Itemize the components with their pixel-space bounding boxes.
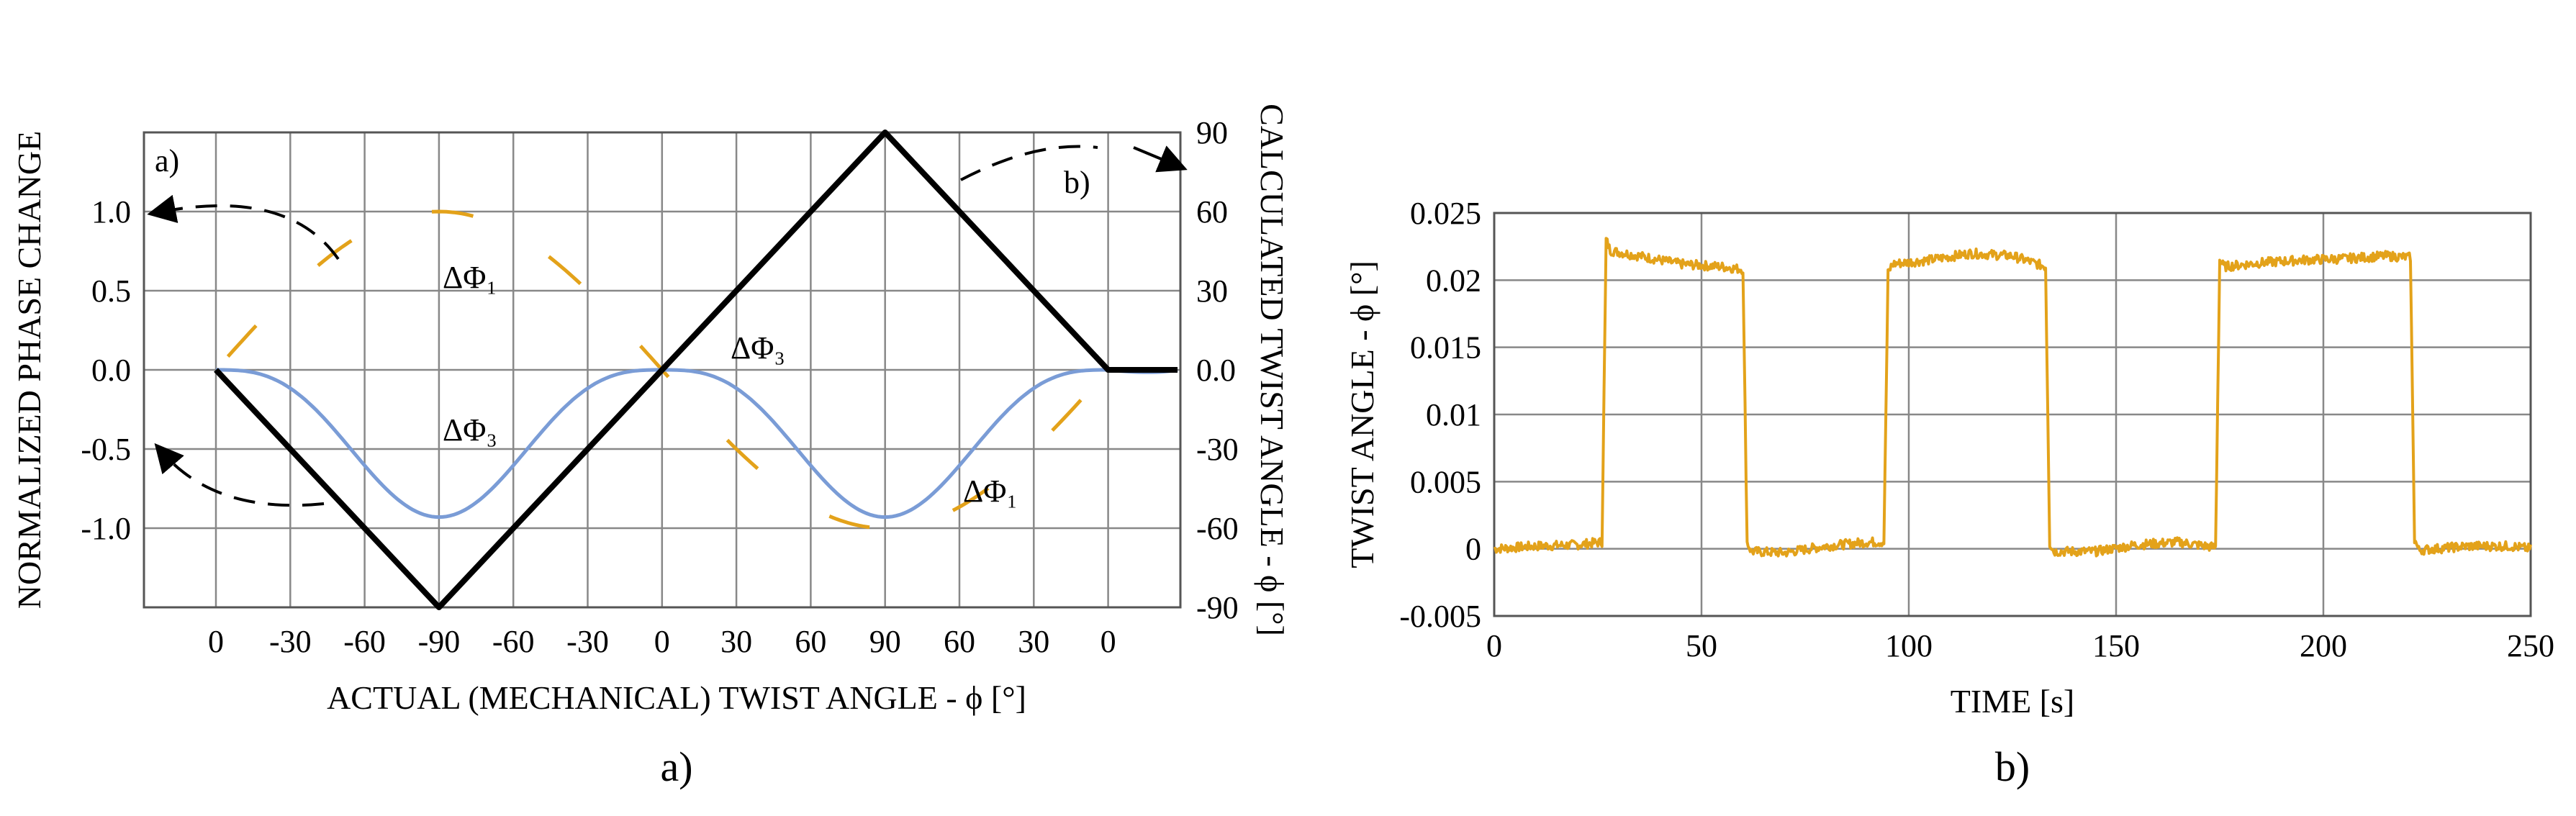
panel-b-x-tick-label: 100 xyxy=(1885,628,1933,663)
panel-a-x-tick-label: -60 xyxy=(492,624,535,659)
panel-a-x-tick-label: -30 xyxy=(566,624,609,659)
panel-b-x-tick-label: 200 xyxy=(2300,628,2347,663)
panel-a-x-axis-title: ACTUAL (MECHANICAL) TWIST ANGLE - ϕ [°] xyxy=(327,679,1026,716)
panel-a-right-tick-label: 90 xyxy=(1196,115,1228,150)
panel-a-frame xyxy=(143,131,1182,609)
panel-b-y-tick-label: 0.02 xyxy=(1426,263,1481,298)
panel-b-x-tick-label: 50 xyxy=(1686,628,1717,663)
panel-b-frame xyxy=(1493,212,2532,617)
arrow-bottom-left-dashed xyxy=(154,443,325,507)
panel-a-label: a) xyxy=(660,743,692,790)
panel-a-right-tick-label: 30 xyxy=(1196,273,1228,309)
arrow-top-left-dashed xyxy=(147,194,340,260)
panel-a-x-tick-label: -30 xyxy=(269,624,312,659)
panel-b-y-tick-label: 0.025 xyxy=(1410,196,1481,231)
panel-b-grid xyxy=(1493,212,2532,617)
panel-b-chart: 0 50 100 150 200 2500.0250.020.0150.010.0050-… xyxy=(1344,196,2554,790)
series-twist-angle-line xyxy=(1493,237,2532,558)
panel-a-x-tick-label: 30 xyxy=(720,624,752,659)
panel-b-y-tick-label: 0.005 xyxy=(1410,464,1481,499)
panel-a-x-tick-label: 60 xyxy=(944,624,975,659)
panel-a-right-tick-label: -90 xyxy=(1196,590,1239,625)
panel-a-left-tick-label: 0.0 xyxy=(91,353,131,388)
panel-a-right-tick-label: -30 xyxy=(1196,432,1239,467)
panel-a-x-tick-label: -90 xyxy=(418,624,461,659)
panel-b-tick-labels: 0 50 100 150 200 2500.0250.020.0150.010.0050-… xyxy=(1399,196,2554,663)
annotation-delta-phi1-right: ΔΦ₁ xyxy=(963,473,1018,509)
panel-a-left-tick-label: -0.5 xyxy=(81,432,131,467)
panel-a-inner-label-b: b) xyxy=(1064,165,1090,200)
panel-a-left-tick-label: -1.0 xyxy=(81,511,131,546)
panel-b-y-tick-label: 0.015 xyxy=(1410,330,1481,366)
panel-a-right-axis-title: CALCULATED TWIST ANGLE - ϕ [°] xyxy=(1254,104,1291,636)
panel-b-x-axis-title: TIME [s] xyxy=(1951,683,2074,720)
series-calculated-twist-angle-line xyxy=(214,130,1178,610)
panel-b-x-tick-label: 0 xyxy=(1486,628,1502,663)
panel-a-x-tick-label: -60 xyxy=(343,624,386,659)
panel-b-series xyxy=(1493,237,2532,558)
panel-a-left-tick-label: 1.0 xyxy=(91,194,131,230)
panel-a-series xyxy=(214,130,1178,610)
panel-a-x-tick-label: 30 xyxy=(1018,624,1049,659)
series-delta-phi3-line xyxy=(216,368,1178,520)
panel-a-x-tick-label: 0 xyxy=(654,624,670,659)
panel-b-y-tick-label: 0.01 xyxy=(1426,397,1481,432)
arrow-top-right-dashed xyxy=(960,145,1098,181)
panel-a-x-tick-label: 60 xyxy=(795,624,826,659)
panel-a-right-tick-label: -60 xyxy=(1196,511,1239,546)
panel-a-x-tick-label: 0 xyxy=(208,624,224,659)
panel-b-y-axis-title: TWIST ANGLE - ϕ [°] xyxy=(1344,260,1380,568)
annotation-delta-phi3-left: ΔΦ₃ xyxy=(443,412,497,448)
arrow-top-right-head xyxy=(1133,145,1188,173)
panel-a-tick-labels: 0 -30 -60 -90 -60 -30 0 30 60 90 60 30 0 1.0 0.5 0.0 -0.… xyxy=(81,115,1238,659)
panel-a-right-tick-label: 60 xyxy=(1196,194,1228,230)
panel-a-right-tick-label: 0.0 xyxy=(1196,353,1236,388)
panel-b-label: b) xyxy=(1995,743,2030,790)
panel-b-y-tick-label: 0 xyxy=(1465,532,1481,567)
panel-a-chart: 0 -30 -60 -90 -60 -30 0 30 60 90 60 30 0 1.0 0.5 0.0 -0.… xyxy=(11,104,1291,790)
panel-b-x-tick-label: 150 xyxy=(2092,628,2140,663)
panel-b-y-tick-label: -0.005 xyxy=(1399,599,1481,634)
panel-a-left-axis-title: NORMALIZED PHASE CHANGE xyxy=(11,131,48,609)
panel-a-x-tick-label: 0 xyxy=(1101,624,1116,659)
panel-a-inner-label-a: a) xyxy=(155,143,179,178)
annotation-delta-phi1-left: ΔΦ₁ xyxy=(443,260,497,295)
panel-a-arrows xyxy=(147,145,1188,507)
annotation-delta-phi3-right: ΔΦ₃ xyxy=(731,330,785,366)
panel-a-x-tick-label: 90 xyxy=(869,624,901,659)
panel-b-x-tick-label: 250 xyxy=(2507,628,2554,663)
panel-a-left-tick-label: 0.5 xyxy=(91,273,131,309)
